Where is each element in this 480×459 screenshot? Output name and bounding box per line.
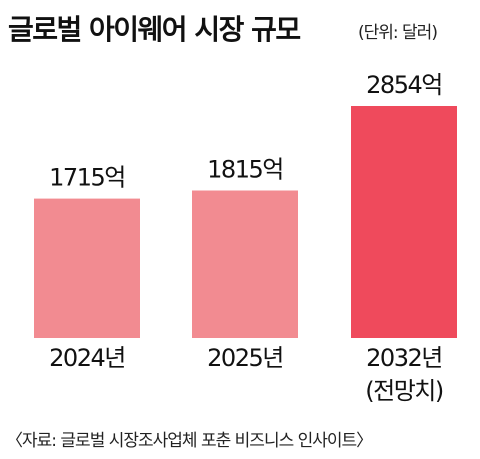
bar-2025년 [192, 190, 298, 338]
category-label: 2024년 [49, 344, 125, 372]
value-label: 1815억 [207, 156, 283, 184]
source-note: 〈자료: 글로벌 시장조사업체 포춘 비즈니스 인사이트〉 [6, 431, 373, 451]
bar-2032년 [351, 106, 457, 338]
category-label: 2025년 [207, 344, 283, 372]
value-label: 1715억 [49, 164, 125, 192]
category-label: 2032년 [366, 344, 442, 372]
unit-note: (단위: 달러) [358, 23, 438, 43]
bar-2024년 [34, 198, 140, 338]
chart-title: 글로벌 아이웨어 시장 규모 [8, 13, 301, 46]
category-note: (전망치) [365, 377, 443, 405]
value-label: 2854억 [366, 71, 442, 99]
